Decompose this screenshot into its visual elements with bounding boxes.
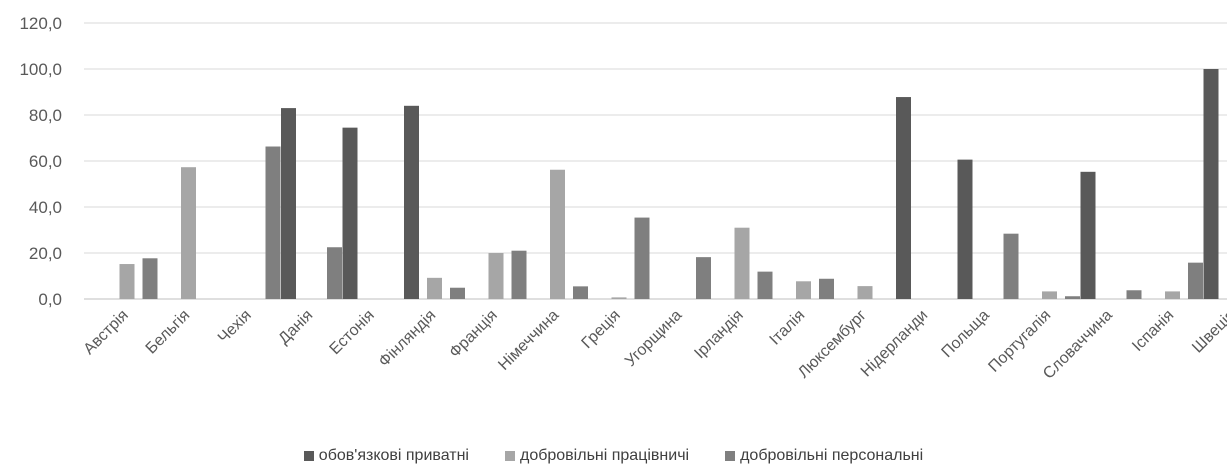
bar xyxy=(1065,296,1080,299)
bar xyxy=(1042,291,1057,299)
bar xyxy=(450,287,465,299)
bar xyxy=(696,257,711,299)
x-tick-label: Польща xyxy=(939,307,993,361)
x-tick-label: Естонія xyxy=(326,307,377,358)
bar xyxy=(796,281,811,299)
x-tick-label: Ірландія xyxy=(691,307,746,362)
bar xyxy=(819,278,834,299)
bar xyxy=(634,217,650,299)
x-tick-label: Німеччина xyxy=(495,307,562,374)
y-tick-label: 40,0 xyxy=(29,198,62,217)
y-tick-label: 20,0 xyxy=(29,244,62,263)
legend-item-mandatory-private: обов'язкові приватні xyxy=(303,446,469,466)
x-tick-label: Швеція xyxy=(1189,307,1227,357)
bar xyxy=(342,127,358,300)
bar xyxy=(404,105,419,299)
x-tick-label: Італія xyxy=(767,307,809,349)
bar xyxy=(327,247,342,299)
legend-label: добровільні працівничі xyxy=(519,447,690,464)
x-tick-label: Іспанія xyxy=(1129,307,1177,355)
bar xyxy=(488,253,504,299)
x-tick-label: Фінляндія xyxy=(376,307,440,371)
bar xyxy=(119,264,135,299)
x-tick-label: Франція xyxy=(446,307,501,362)
bar xyxy=(1003,233,1019,299)
bar xyxy=(265,146,281,299)
x-tick-label: Чехія xyxy=(215,307,255,347)
bar xyxy=(1188,262,1203,299)
chart-legend: обов'язкові приватні добровільні працівн… xyxy=(0,446,1227,466)
legend-item-voluntary-personal: добровільні персональні xyxy=(725,446,923,466)
bar xyxy=(757,271,773,299)
legend-label: обов'язкові приватні xyxy=(318,447,469,464)
x-tick-label: Австрія xyxy=(81,307,132,358)
y-tick-label: 80,0 xyxy=(29,106,62,125)
legend-swatch xyxy=(504,451,515,461)
bar xyxy=(734,227,750,299)
bar xyxy=(181,167,196,299)
bar xyxy=(957,159,973,299)
bar xyxy=(281,108,296,299)
x-tick-label: Угорщина xyxy=(622,307,685,370)
legend-item-voluntary-occupational: добровільні працівничі xyxy=(504,446,690,466)
bar xyxy=(611,297,627,299)
y-tick-label: 60,0 xyxy=(29,152,62,171)
bar xyxy=(573,286,588,299)
legend-label: добровільні персональні xyxy=(740,447,924,464)
bar xyxy=(857,286,873,299)
legend-swatch xyxy=(303,451,314,461)
x-tick-label: Данія xyxy=(275,307,316,348)
bar xyxy=(1126,290,1142,299)
x-tick-label: Бельгія xyxy=(143,307,194,358)
bar xyxy=(511,250,527,299)
y-tick-label: 100,0 xyxy=(19,60,62,79)
bar xyxy=(427,277,442,299)
legend-swatch xyxy=(725,451,736,461)
bar xyxy=(1080,171,1096,299)
bar xyxy=(896,97,911,299)
y-tick-label: 120,0 xyxy=(19,14,62,33)
bar xyxy=(1203,69,1219,299)
bar xyxy=(1165,291,1180,299)
bar xyxy=(550,169,565,299)
bar xyxy=(142,258,158,299)
y-tick-label: 0,0 xyxy=(38,290,62,309)
x-tick-label: Греція xyxy=(579,307,624,352)
